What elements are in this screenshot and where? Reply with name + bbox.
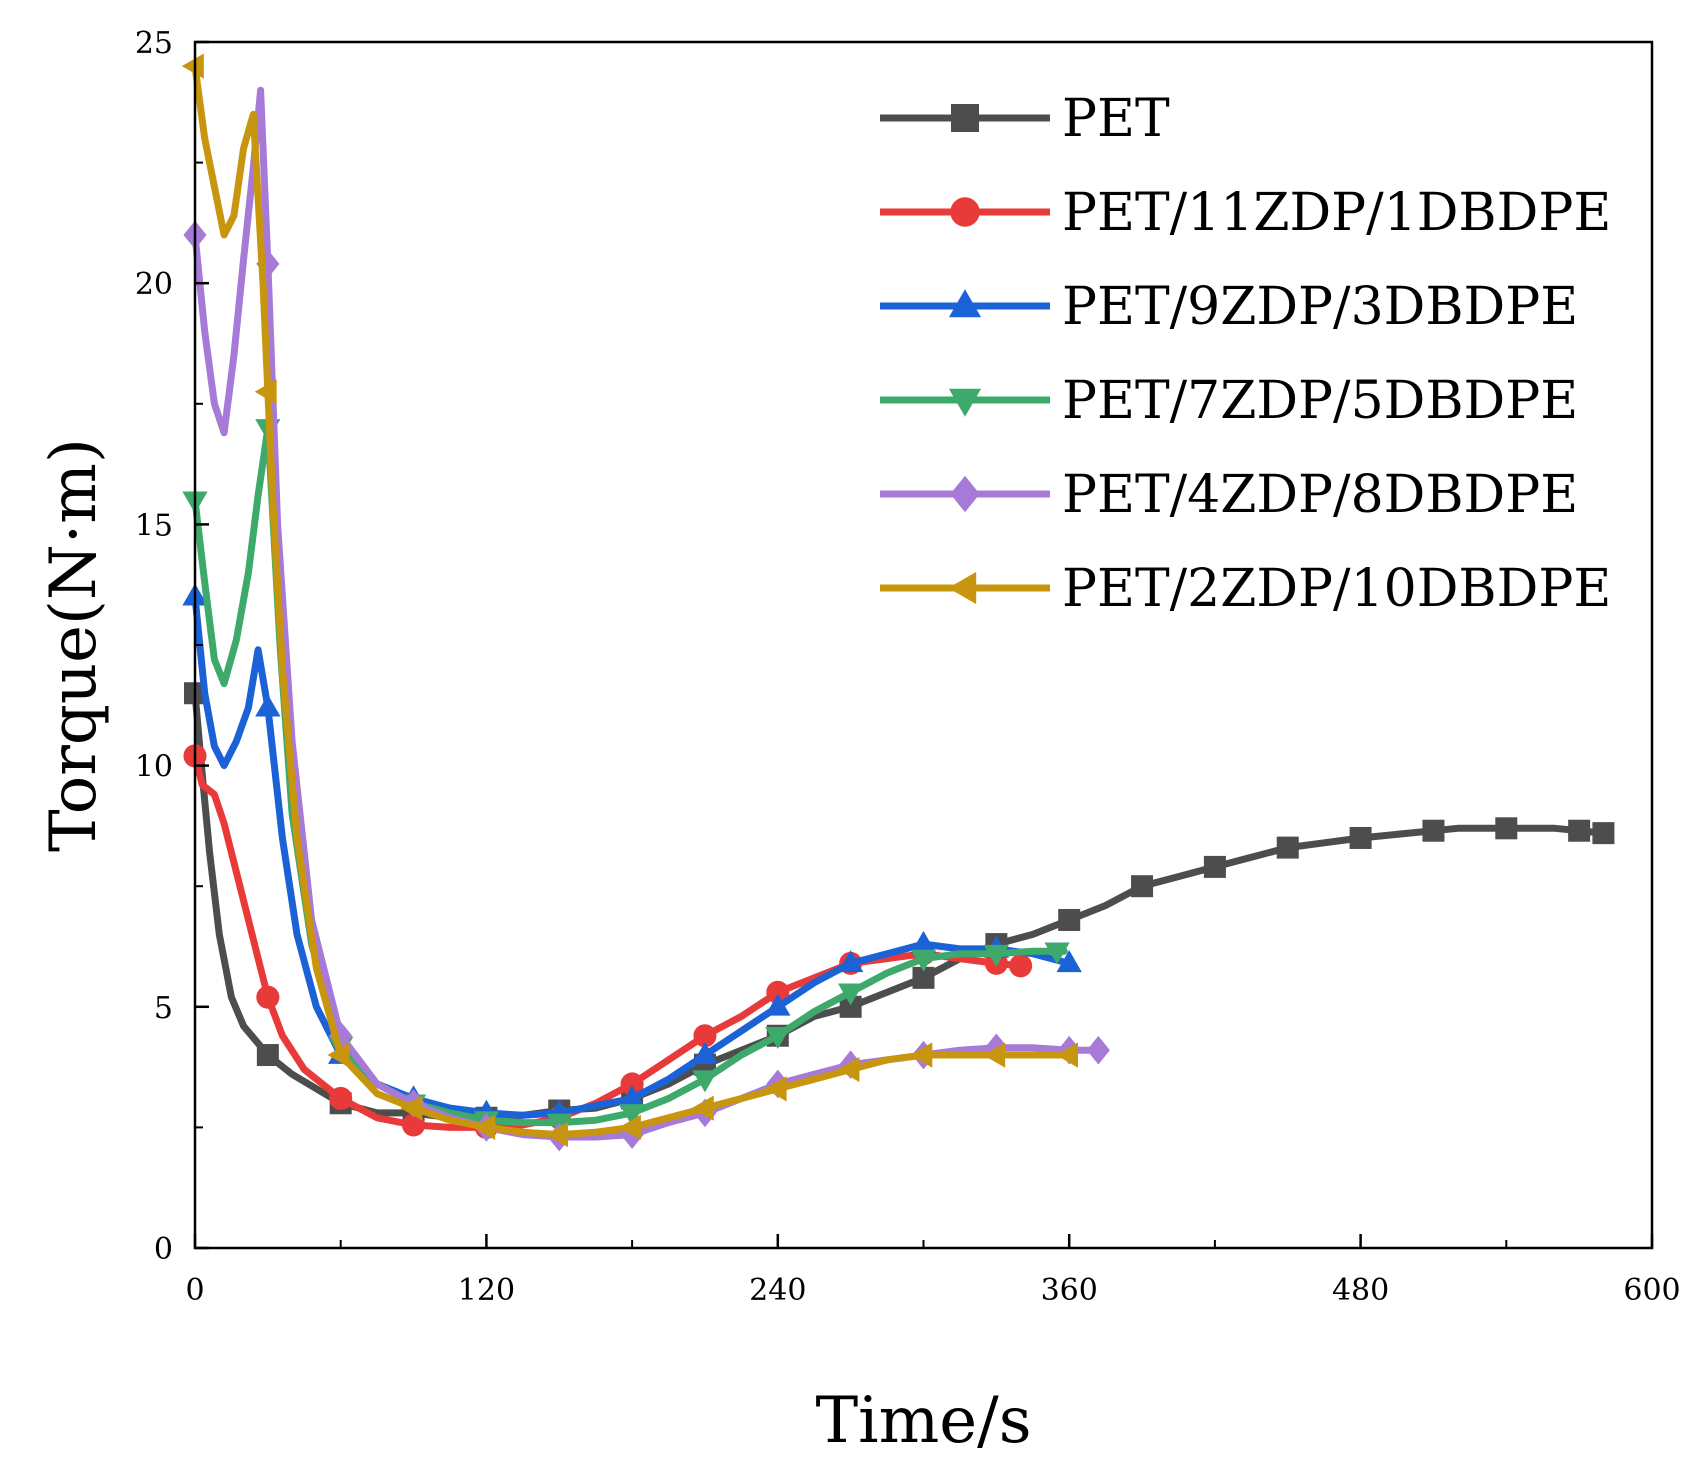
data-point: [181, 53, 204, 79]
legend-marker: [948, 289, 982, 318]
data-point: [1203, 855, 1226, 878]
legend-label: PET: [1062, 89, 1170, 149]
legend-label: PET/9ZDP/3DBDPE: [1062, 277, 1578, 337]
legend-item: PET/9ZDP/3DBDPE: [880, 277, 1578, 337]
data-point: [1131, 875, 1154, 898]
legend-item: PET/4ZDP/8DBDPE: [880, 465, 1578, 525]
data-point: [1592, 822, 1615, 845]
data-point: [1056, 950, 1082, 973]
legend-label: PET/2ZDP/10DBDPE: [1062, 559, 1611, 619]
x-tick-label: 360: [1041, 1273, 1098, 1308]
data-point: [837, 1056, 860, 1083]
x-axis: 0 120 240 360 480 600: [185, 1234, 1681, 1308]
data-point: [691, 1095, 714, 1121]
y-tick-label: 20: [135, 267, 173, 302]
series-5: [181, 53, 1078, 1148]
data-point: [1349, 826, 1372, 849]
y-axis: 0 5 10 15 20 25: [135, 26, 209, 1267]
x-tick-label: 0: [185, 1273, 204, 1308]
data-point: [327, 1042, 350, 1068]
data-point: [1495, 817, 1518, 840]
x-axis-title: Time/s: [815, 1384, 1031, 1458]
data-point: [765, 993, 791, 1016]
data-point: [693, 1024, 717, 1048]
legend-item: PET: [880, 89, 1170, 149]
legend-marker: [948, 388, 982, 417]
series-line: [191, 593, 1073, 1119]
legend-marker: [948, 571, 977, 605]
data-point: [983, 944, 1009, 967]
data-point: [256, 1044, 279, 1067]
data-point: [838, 950, 864, 973]
legend-label: PET/7ZDP/5DBDPE: [1062, 371, 1578, 431]
data-point: [1568, 819, 1591, 842]
data-point: [256, 249, 280, 279]
series-line: [191, 424, 1068, 1127]
data-point: [692, 1070, 718, 1093]
data-point: [256, 985, 280, 1009]
data-point: [692, 1041, 718, 1064]
data-point: [1044, 942, 1070, 965]
y-axis-title: Torque(N·m): [37, 438, 111, 852]
data-point: [329, 1086, 353, 1111]
x-tick-label: 600: [1623, 1273, 1680, 1308]
data-point: [1058, 908, 1081, 931]
data-point: [1009, 954, 1033, 978]
data-point: [839, 995, 862, 1018]
data-point: [1056, 1042, 1078, 1068]
legend: PET PET/11ZDP/1DBDPE PET/9ZDP/3DBDPE PET/7Z…: [880, 89, 1611, 619]
data-point: [1086, 1035, 1110, 1065]
data-point: [402, 1113, 426, 1137]
y-tick-label: 25: [135, 26, 173, 61]
data-point: [910, 930, 937, 953]
data-point: [1276, 836, 1299, 859]
data-point: [255, 694, 281, 717]
data-point: [910, 949, 937, 972]
data-point: [618, 1114, 641, 1141]
legend-label: PET/4ZDP/8DBDPE: [1062, 465, 1578, 525]
data-point: [1422, 819, 1445, 842]
data-point: [620, 1072, 644, 1096]
y-tick-label: 15: [135, 508, 173, 543]
x-tick-label: 240: [749, 1273, 806, 1308]
y-tick-label: 10: [135, 750, 173, 785]
data-point: [912, 966, 935, 989]
data-point: [619, 1104, 645, 1127]
data-point: [838, 983, 864, 1006]
legend-label: PET/11ZDP/1DBDPE: [1062, 183, 1611, 243]
data-point: [400, 1095, 423, 1121]
data-point: [910, 1042, 933, 1068]
legend-marker: [950, 475, 980, 513]
data-point: [765, 1026, 791, 1049]
legend-item: PET/7ZDP/5DBDPE: [880, 371, 1578, 431]
data-point: [619, 1085, 645, 1108]
legend-marker: [950, 197, 980, 227]
data-point: [254, 379, 277, 405]
legend-marker: [951, 104, 979, 132]
x-tick-label: 480: [1332, 1273, 1389, 1308]
data-point: [764, 1076, 787, 1102]
series-layer: [181, 53, 1615, 1152]
x-tick-label: 120: [458, 1273, 515, 1308]
data-point: [983, 1042, 1006, 1068]
data-point: [473, 1114, 496, 1141]
data-point: [546, 1121, 569, 1148]
data-point: [766, 980, 790, 1004]
legend-item: PET/11ZDP/1DBDPE: [880, 183, 1611, 243]
legend-item: PET/2ZDP/10DBDPE: [880, 559, 1611, 619]
y-tick-label: 5: [154, 991, 173, 1026]
y-tick-label: 0: [154, 1232, 173, 1267]
